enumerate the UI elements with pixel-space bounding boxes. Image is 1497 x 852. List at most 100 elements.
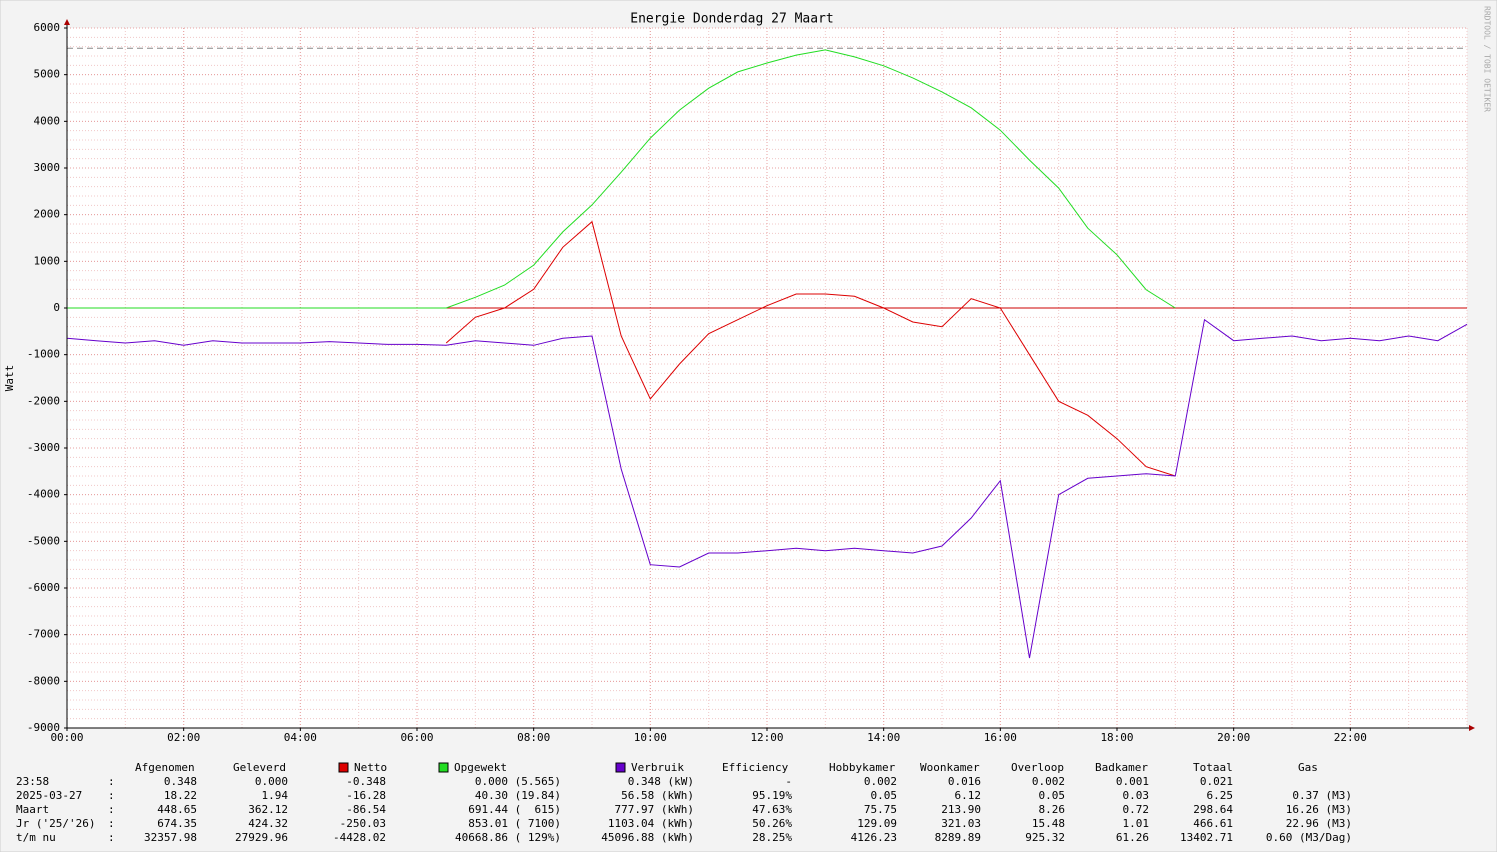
table-cell: 50.26% <box>752 817 792 830</box>
table-cell: 0.002 <box>1032 775 1065 788</box>
table-cell: 0.000 (5.565) <box>475 775 561 788</box>
table-cell: 40.30 (19.84) <box>475 789 561 802</box>
table-cell: 0.60 (M3/Dag) <box>1266 831 1352 844</box>
table-cell: -86.54 <box>346 803 386 816</box>
x-tick-label: 08:00 <box>517 731 550 744</box>
y-tick-label: -7000 <box>27 628 60 641</box>
legend-header: Netto <box>354 761 387 774</box>
table-cell: 61.26 <box>1116 831 1149 844</box>
row-separator: : <box>108 803 115 816</box>
table-cell: 0.05 <box>871 789 898 802</box>
table-cell: 1103.04 (kWh) <box>608 817 694 830</box>
row-separator: : <box>108 817 115 830</box>
y-tick-label: -9000 <box>27 721 60 734</box>
x-tick-label: 22:00 <box>1334 731 1367 744</box>
legend-swatch <box>338 762 349 773</box>
table-cell: 777.97 (kWh) <box>615 803 694 816</box>
series-line <box>67 49 1176 309</box>
row-label: 2025-03-27 <box>16 789 82 802</box>
plot-canvas <box>67 28 1467 728</box>
legend-header: Efficiency <box>722 761 789 774</box>
y-tick-label: -1000 <box>27 348 60 361</box>
table-cell: 6.25 <box>1207 789 1234 802</box>
y-tick-label: 4000 <box>34 114 61 127</box>
row-separator: : <box>108 831 115 844</box>
table-cell: 8.26 <box>1039 803 1066 816</box>
legend-header: Overloop <box>1011 761 1064 774</box>
table-cell: 18.22 <box>164 789 197 802</box>
table-cell: -16.28 <box>346 789 386 802</box>
legend-header: Totaal <box>1193 761 1233 774</box>
axes: -9000 -8000 -7000 -6000 -5000 -4000 -3000 -2000… <box>27 19 1475 744</box>
table-cell: 424.32 <box>248 817 288 830</box>
table-cell: 8289.89 <box>935 831 981 844</box>
y-tick-label: 3000 <box>34 161 61 174</box>
row-separator: : <box>108 775 115 788</box>
y-tick-label: -6000 <box>27 581 60 594</box>
table-cell: 4126.23 <box>851 831 897 844</box>
table-cell: 28.25% <box>752 831 792 844</box>
y-axis-label: Watt <box>3 365 16 392</box>
table-cell: 674.35 <box>157 817 197 830</box>
table-cell: 853.01 ( 7100) <box>468 817 561 830</box>
table-cell: 0.016 <box>948 775 981 788</box>
table-cell: 75.75 <box>864 803 897 816</box>
table-cell: 691.44 ( 615) <box>468 803 561 816</box>
table-cell: - <box>785 775 792 788</box>
table-cell: 56.58 (kWh) <box>621 789 694 802</box>
row-label: Maart <box>16 803 49 816</box>
legend-header: Geleverd <box>233 761 286 774</box>
series-line <box>445 220 1176 477</box>
legend-header: Verbruik <box>631 761 684 774</box>
y-tick-label: 0 <box>53 301 60 314</box>
legend-swatch <box>615 762 626 773</box>
table-cell: 1.94 <box>262 789 289 802</box>
x-tick-label: 14:00 <box>867 731 900 744</box>
watermark: RRDTOOL / TOBI OETIKER <box>1483 6 1492 112</box>
table-cell: 0.03 <box>1123 789 1150 802</box>
y-tick-label: 6000 <box>34 21 61 34</box>
table-cell: 466.61 <box>1193 817 1233 830</box>
table-cell: -4428.02 <box>333 831 386 844</box>
chart-title: Energie Donderdag 27 Maart <box>630 12 834 27</box>
table-cell: 213.90 <box>941 803 981 816</box>
table-cell: 40668.86 ( 129%) <box>455 831 561 844</box>
table-cell: 15.48 <box>1032 817 1065 830</box>
table-cell: 129.09 <box>857 817 897 830</box>
legend-header: Afgenomen <box>135 761 195 774</box>
legend-swatch <box>438 762 449 773</box>
table-cell: 95.19% <box>752 789 792 802</box>
row-label: t/m nu <box>16 831 56 844</box>
y-arrow <box>64 19 70 25</box>
row-label: Jr ('25/'26) <box>16 817 95 830</box>
y-tick-label: -3000 <box>27 441 60 454</box>
x-tick-label: 10:00 <box>634 731 667 744</box>
table-cell: 0.72 <box>1123 803 1150 816</box>
table-cell: 6.12 <box>955 789 982 802</box>
y-tick-label: 2000 <box>34 208 61 221</box>
table-cell: 47.63% <box>752 803 792 816</box>
table-cell: 16.26 (M3) <box>1286 803 1352 816</box>
table-cell: 1.01 <box>1123 817 1150 830</box>
x-tick-label: 18:00 <box>1100 731 1133 744</box>
y-tick-label: -2000 <box>27 394 60 407</box>
table-cell: 0.021 <box>1200 775 1233 788</box>
table-cell: 22.96 (M3) <box>1286 817 1352 830</box>
table-cell: 0.002 <box>864 775 897 788</box>
legend-header: Badkamer <box>1095 761 1148 774</box>
table-cell: 0.37 (M3) <box>1292 789 1352 802</box>
x-tick-label: 00:00 <box>50 731 83 744</box>
x-tick-label: 06:00 <box>400 731 433 744</box>
legend-header: Woonkamer <box>920 761 980 774</box>
x-tick-label: 02:00 <box>167 731 200 744</box>
row-label: 23:58 <box>16 775 49 788</box>
x-tick-label: 20:00 <box>1217 731 1250 744</box>
y-tick-label: -8000 <box>27 674 60 687</box>
table-cell: 925.32 <box>1025 831 1065 844</box>
table-cell: -0.348 <box>346 775 386 788</box>
table-cell: 32357.98 <box>144 831 197 844</box>
legend-header: Hobbykamer <box>829 761 896 774</box>
table-cell: 0.348 (kW) <box>628 775 694 788</box>
x-tick-label: 16:00 <box>984 731 1017 744</box>
